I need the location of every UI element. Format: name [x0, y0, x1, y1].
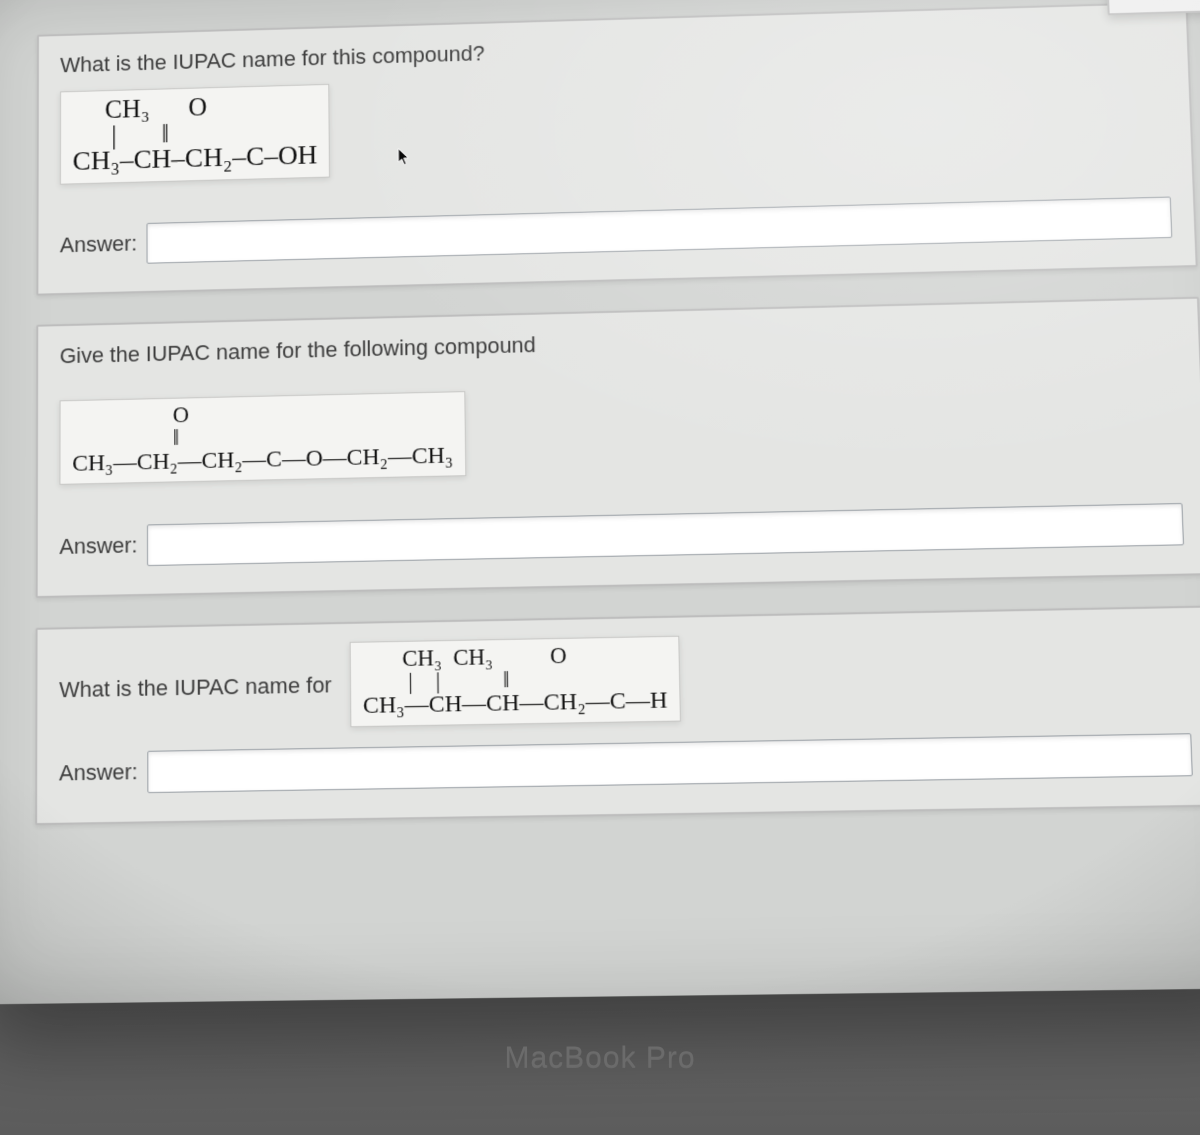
quiz-page: What is the IUPAC name for this compound… — [5, 0, 1200, 887]
finish-label: Finis — [1119, 0, 1162, 5]
answer-row: Answer: — [59, 503, 1184, 568]
answer-input[interactable] — [147, 503, 1184, 566]
question-box: What is the IUPAC name for this compound… — [36, 1, 1197, 295]
chemical-structure: CH₃ CH₃ O | | ‖ CH₃—CH—CH—CH₂—C—H — [349, 636, 681, 728]
answer-label: Answer: — [59, 532, 137, 559]
formula-bottom: CH₃—CH—CH—CH₂—C—H — [363, 689, 668, 719]
question-prompt: What is the IUPAC name for — [59, 672, 332, 703]
photo-frame: Finis What is the IUPAC name for this co… — [0, 0, 1200, 1135]
answer-row: Answer: — [60, 197, 1173, 266]
chemical-structure: O ‖ CH₃—CH₂—CH₂—C—O—CH₂—CH₃ — [59, 391, 466, 484]
answer-input[interactable] — [147, 197, 1172, 264]
answer-input[interactable] — [148, 734, 1193, 794]
laptop-screen: Finis What is the IUPAC name for this co… — [0, 0, 1200, 1005]
chemical-structure: CH₃ O | ‖ CH₃–CH–CH₂–C–OH — [60, 84, 330, 185]
cursor-icon — [397, 147, 411, 167]
question-box: Give the IUPAC name for the following co… — [36, 297, 1200, 598]
device-label: MacBook Pro — [504, 1041, 695, 1075]
answer-label: Answer: — [60, 231, 137, 258]
question-box: What is the IUPAC name for CH₃ CH₃ O | |… — [35, 605, 1200, 825]
finish-button[interactable]: Finis — [1106, 0, 1200, 15]
answer-label: Answer: — [59, 759, 138, 786]
question-prompt: What is the IUPAC name for this compound… — [60, 21, 1165, 78]
formula-bottom: CH₃–CH–CH₂–C–OH — [73, 142, 318, 176]
answer-row: Answer: — [59, 734, 1193, 795]
